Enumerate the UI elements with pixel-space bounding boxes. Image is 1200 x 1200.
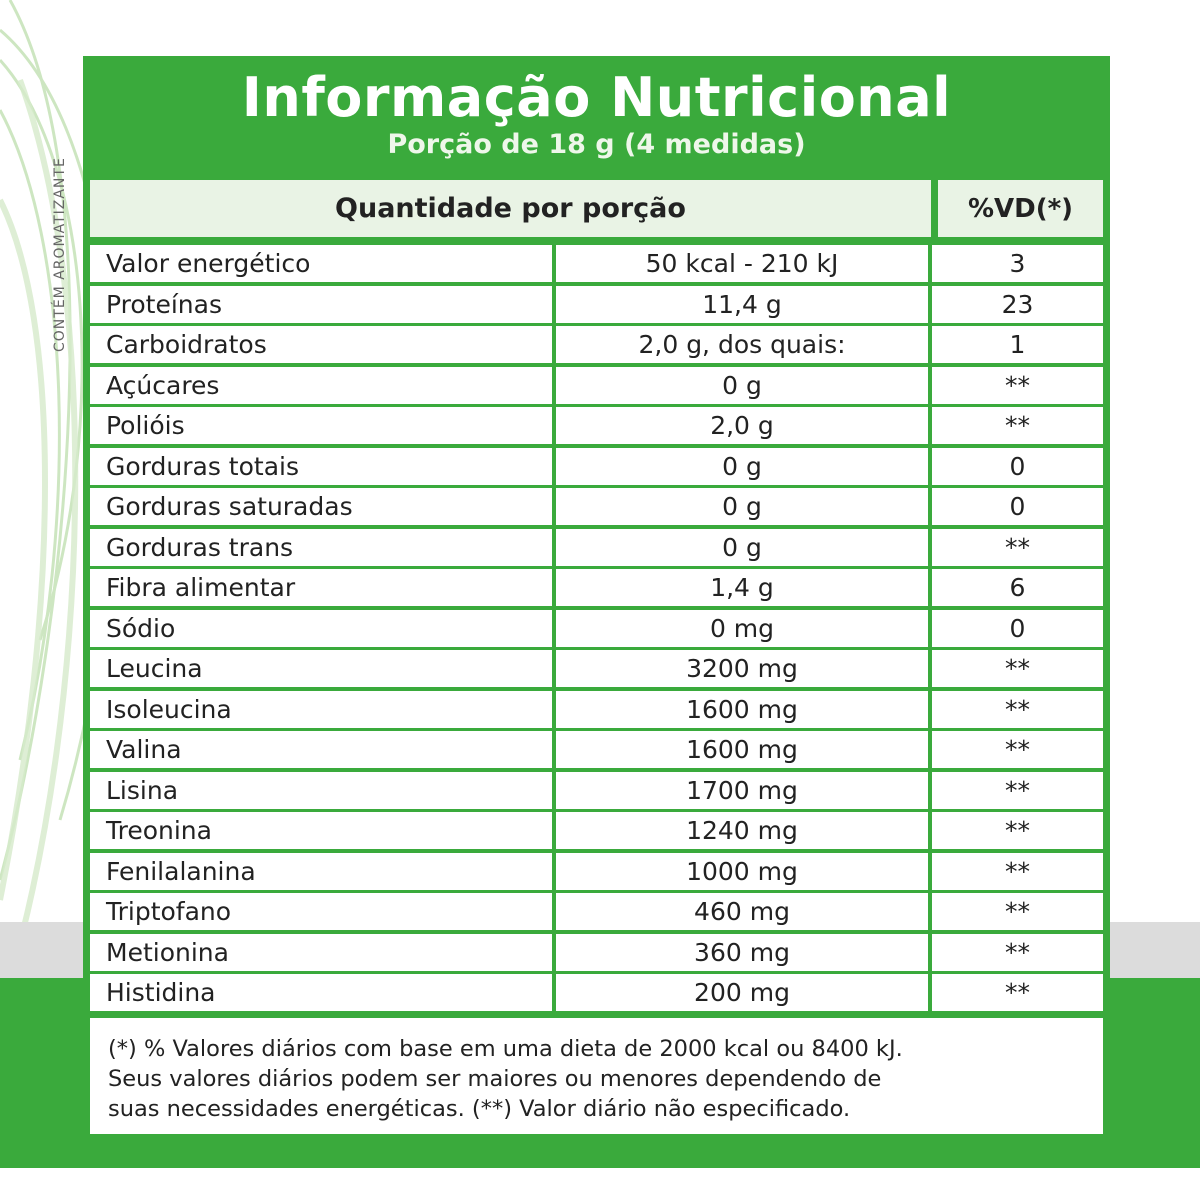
- nutrient-quantity: 1700 mg: [556, 771, 928, 809]
- nutrient-vd: **: [932, 893, 1103, 930]
- nutrient-quantity: 1600 mg: [556, 731, 928, 768]
- nutrient-quantity: 1000 mg: [556, 852, 928, 890]
- table-row: Sódio 0 mg 0: [90, 609, 1103, 647]
- nutrition-label: Informação Nutricional Porção de 18 g (4…: [83, 56, 1110, 1141]
- nutrient-name: Proteínas: [90, 285, 552, 323]
- nutrient-quantity: 460 mg: [556, 893, 928, 930]
- nutrient-vd: **: [932, 933, 1103, 971]
- footnote-line: (*) % Valores diários com base em uma di…: [108, 1036, 903, 1062]
- nutrient-name: Polióis: [90, 407, 552, 444]
- table-row: Leucina 3200 mg **: [90, 650, 1103, 687]
- table-row: Fenilalanina 1000 mg **: [90, 852, 1103, 890]
- side-label: CONTÉM AROMATIZANTE: [52, 157, 68, 352]
- nutrient-name: Gorduras saturadas: [90, 488, 552, 525]
- nutrient-quantity: 0 g: [556, 366, 928, 404]
- nutrient-quantity: 11,4 g: [556, 285, 928, 323]
- nutrient-name: Açúcares: [90, 366, 552, 404]
- table-row: Metionina 360 mg **: [90, 933, 1103, 971]
- nutrient-quantity: 1600 mg: [556, 690, 928, 728]
- nutrient-name: Valina: [90, 731, 552, 768]
- nutrient-name: Isoleucina: [90, 690, 552, 728]
- nutrient-name: Leucina: [90, 650, 552, 687]
- nutrient-vd: **: [932, 771, 1103, 809]
- label-subtitle: Porção de 18 g (4 medidas): [387, 129, 806, 160]
- label-title: Informação Nutricional: [241, 66, 952, 129]
- nutrient-quantity: 200 mg: [556, 974, 928, 1011]
- footnote-line: suas necessidades energéticas. (**) Valo…: [108, 1096, 851, 1122]
- nutrient-vd: 6: [932, 569, 1103, 606]
- nutrient-name: Treonina: [90, 812, 552, 849]
- table-row: Polióis 2,0 g **: [90, 407, 1103, 444]
- nutrient-vd: **: [932, 852, 1103, 890]
- nutrient-quantity: 1,4 g: [556, 569, 928, 606]
- nutrient-name: Triptofano: [90, 893, 552, 930]
- table-row: Treonina 1240 mg **: [90, 812, 1103, 849]
- nutrient-name: Histidina: [90, 974, 552, 1011]
- nutrient-name: Gorduras totais: [90, 447, 552, 485]
- nutrient-quantity: 2,0 g: [556, 407, 928, 444]
- table-row: Triptofano 460 mg **: [90, 893, 1103, 930]
- nutrient-vd: 23: [932, 285, 1103, 323]
- footnote-line: Seus valores diários podem ser maiores o…: [108, 1066, 882, 1092]
- nutrient-quantity: 50 kcal - 210 kJ: [556, 245, 928, 282]
- table-row: Proteínas 11,4 g 23: [90, 285, 1103, 323]
- column-header-quantity: Quantidade por porção: [90, 180, 931, 237]
- table-row: Valina 1600 mg **: [90, 731, 1103, 768]
- nutrient-name: Gorduras trans: [90, 528, 552, 566]
- nutrient-name: Metionina: [90, 933, 552, 971]
- nutrient-name: Sódio: [90, 609, 552, 647]
- table-row: Isoleucina 1600 mg **: [90, 690, 1103, 728]
- nutrient-vd: 0: [932, 447, 1103, 485]
- nutrient-quantity: 3200 mg: [556, 650, 928, 687]
- nutrient-name: Fibra alimentar: [90, 569, 552, 606]
- nutrient-name: Carboidratos: [90, 326, 552, 363]
- nutrient-quantity: 2,0 g, dos quais:: [556, 326, 928, 363]
- nutrient-vd: 0: [932, 609, 1103, 647]
- nutrient-quantity: 0 mg: [556, 609, 928, 647]
- table-row: Carboidratos 2,0 g, dos quais: 1: [90, 326, 1103, 363]
- nutrient-vd: 3: [932, 245, 1103, 282]
- table-row: Lisina 1700 mg **: [90, 771, 1103, 809]
- nutrient-quantity: 1240 mg: [556, 812, 928, 849]
- nutrient-vd: **: [932, 690, 1103, 728]
- nutrient-table: Valor energético 50 kcal - 210 kJ 3 Proteí…: [90, 245, 1103, 1015]
- nutrient-quantity: 0 g: [556, 488, 928, 525]
- table-row: Valor energético 50 kcal - 210 kJ 3: [90, 245, 1103, 282]
- nutrient-vd: **: [932, 366, 1103, 404]
- nutrient-vd: **: [932, 650, 1103, 687]
- column-header-vd: %VD(*): [938, 180, 1103, 237]
- nutrient-vd: **: [932, 812, 1103, 849]
- nutrient-vd: **: [932, 974, 1103, 1011]
- table-row: Açúcares 0 g **: [90, 366, 1103, 404]
- nutrient-name: Valor energético: [90, 245, 552, 282]
- nutrient-quantity: 360 mg: [556, 933, 928, 971]
- table-row: Gorduras trans 0 g **: [90, 528, 1103, 566]
- nutrient-name: Lisina: [90, 771, 552, 809]
- nutrient-quantity: 0 g: [556, 528, 928, 566]
- nutrient-vd: 0: [932, 488, 1103, 525]
- nutrient-quantity: 0 g: [556, 447, 928, 485]
- footnote: (*) % Valores diários com base em uma di…: [90, 1018, 1103, 1134]
- label-header: Informação Nutricional Porção de 18 g (4…: [83, 66, 1110, 160]
- nutrient-name: Fenilalanina: [90, 852, 552, 890]
- nutrient-vd: **: [932, 528, 1103, 566]
- nutrient-vd: 1: [932, 326, 1103, 363]
- nutrient-vd: **: [932, 407, 1103, 444]
- nutrient-vd: **: [932, 731, 1103, 768]
- table-row: Histidina 200 mg **: [90, 974, 1103, 1011]
